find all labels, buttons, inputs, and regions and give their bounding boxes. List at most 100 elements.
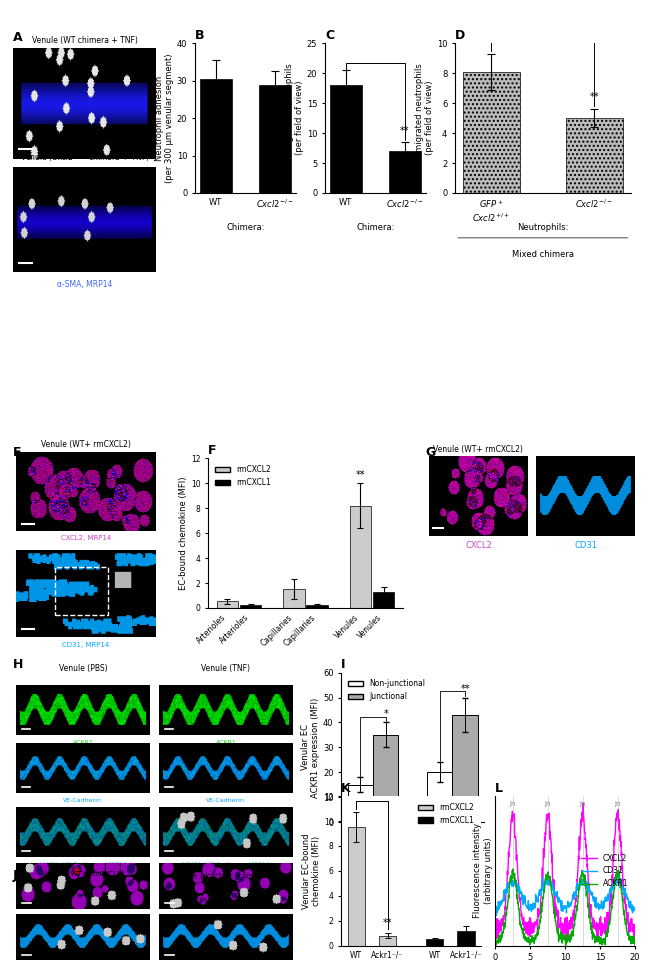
- CD31: [581, 869, 589, 881]
- CXCL2: [575, 854, 582, 866]
- Line: ACKR1: ACKR1: [495, 869, 635, 946]
- CXCL2: [579, 797, 587, 809]
- Y-axis label: Transmigrated neutrophils
(per field of view): Transmigrated neutrophils (per field of …: [415, 63, 434, 174]
- CXCL2: [567, 911, 575, 923]
- CXCL2: [629, 925, 636, 937]
- Text: Venule (PBS): Venule (PBS): [58, 664, 107, 673]
- Text: Neutrophils:: Neutrophils:: [517, 223, 569, 232]
- Bar: [389, 152, 421, 193]
- CXCL2: [558, 924, 566, 936]
- Legend: rmCXCL2, rmCXCL1: rmCXCL2, rmCXCL1: [212, 462, 274, 490]
- Text: Venule (WT+ rmCXCL2): Venule (WT+ rmCXCL2): [434, 445, 523, 455]
- Bar: [350, 506, 371, 608]
- Bar: [426, 940, 443, 946]
- Text: CD31: CD31: [574, 541, 597, 550]
- Text: E: E: [13, 446, 21, 458]
- CXCL2: [562, 935, 570, 947]
- Text: C: C: [325, 29, 334, 42]
- Text: D: D: [455, 29, 465, 42]
- CD31: [558, 904, 566, 916]
- ACKR1: [562, 940, 569, 951]
- Text: α-SMA, MRP14: α-SMA, MRP14: [57, 280, 112, 289]
- ACKR1: [631, 940, 639, 951]
- CD31: [559, 905, 567, 917]
- Text: VE-Cadherin: VE-Cadherin: [207, 798, 245, 803]
- Bar: [348, 785, 373, 822]
- Text: Jn: Jn: [579, 801, 586, 807]
- Text: *: *: [384, 708, 388, 719]
- Text: G: G: [426, 446, 436, 458]
- Bar: [427, 772, 452, 822]
- Text: I: I: [341, 658, 346, 672]
- Text: H: H: [13, 658, 23, 671]
- CXCL2: [606, 886, 614, 897]
- Text: CXCL2, MRP14: CXCL2, MRP14: [203, 916, 248, 921]
- ACKR1: [559, 928, 567, 940]
- CD31: [491, 906, 499, 918]
- Text: Chimera:: Chimera:: [226, 223, 265, 232]
- Text: **: **: [400, 126, 410, 136]
- Text: CD31, MRP14: CD31, MRP14: [62, 642, 110, 648]
- ACKR1: [567, 926, 575, 938]
- CD31: [631, 901, 639, 913]
- Text: Jn: Jn: [510, 801, 516, 807]
- Text: Venule (TNF): Venule (TNF): [202, 664, 250, 673]
- CD31: [492, 910, 500, 922]
- Text: Venule (WT+ rmCXCL2): Venule (WT+ rmCXCL2): [42, 870, 124, 877]
- Text: ACKR1: ACKR1: [216, 740, 236, 745]
- ACKR1: [606, 914, 614, 925]
- Line: CXCL2: CXCL2: [495, 803, 635, 941]
- Bar: [379, 936, 396, 946]
- Text: F: F: [208, 444, 216, 457]
- Bar: [259, 85, 291, 193]
- Text: Venule (WT+ rmCXCL2): Venule (WT+ rmCXCL2): [41, 440, 131, 450]
- Text: **: **: [460, 684, 470, 694]
- Bar: [217, 601, 238, 608]
- ACKR1: [491, 930, 499, 942]
- Text: CXCL2, MRP14: CXCL2, MRP14: [61, 536, 111, 541]
- Text: Mixed chimera: Mixed chimera: [512, 250, 574, 259]
- Text: CXCL2: CXCL2: [465, 541, 492, 550]
- Bar: [348, 827, 365, 946]
- Bar: [330, 85, 362, 193]
- Text: **: **: [383, 919, 393, 928]
- Bar: [307, 605, 328, 608]
- Text: L: L: [495, 782, 503, 795]
- Text: ACKR1, VE-Cadherin, MRP14: ACKR1, VE-Cadherin, MRP14: [181, 862, 270, 867]
- Text: ACKR1, VE-Cadherin, MRP14: ACKR1, VE-Cadherin, MRP14: [38, 862, 127, 867]
- ACKR1: [629, 934, 636, 946]
- Text: K: K: [341, 782, 351, 795]
- Y-axis label: Transmigrated neutrophils
(per field of view): Transmigrated neutrophils (per field of …: [285, 63, 304, 174]
- Text: A: A: [13, 31, 23, 43]
- Bar: [200, 79, 232, 193]
- Bar: [373, 592, 394, 608]
- CD31: [575, 879, 582, 891]
- Bar: [452, 715, 478, 822]
- Text: Venule ($Cxcl2^{-/-}$ chimera + TNF): Venule ($Cxcl2^{-/-}$ chimera + TNF): [20, 151, 150, 164]
- Bar: [240, 605, 261, 608]
- Text: **: **: [356, 470, 365, 480]
- Bar: [463, 71, 519, 193]
- Line: CD31: CD31: [495, 875, 635, 916]
- CD31: [567, 897, 575, 909]
- Text: Venule ($Ackr1^{-/-}$+ rmCXCL2): Venule ($Ackr1^{-/-}$+ rmCXCL2): [173, 870, 279, 883]
- CXCL2: [631, 922, 639, 933]
- CXCL2: [491, 914, 499, 925]
- Y-axis label: Venular EC
ACKR1 expression (MFI): Venular EC ACKR1 expression (MFI): [301, 698, 320, 797]
- Text: Jn: Jn: [614, 801, 621, 807]
- Y-axis label: Neutrophil adhesion
(per 300 μm venular segment): Neutrophil adhesion (per 300 μm venular …: [155, 53, 174, 183]
- Bar: [566, 119, 623, 193]
- Legend: Non-junctional, Junctional: Non-junctional, Junctional: [345, 676, 428, 704]
- CD31: [606, 887, 614, 898]
- Text: VE-Cadherin: VE-Cadherin: [64, 798, 102, 803]
- Bar: [458, 930, 474, 946]
- Y-axis label: Fluorescence intensity
(arbitrary units): Fluorescence intensity (arbitrary units): [473, 823, 493, 919]
- Text: ACKR1: ACKR1: [73, 740, 93, 745]
- Legend: rmCXCL2, rmCXCL1: rmCXCL2, rmCXCL1: [415, 800, 477, 828]
- CXCL2: [558, 924, 566, 935]
- Text: J: J: [13, 868, 18, 881]
- Text: **: **: [590, 92, 599, 101]
- ACKR1: [509, 864, 517, 875]
- Legend: CXCL2, CD31, ACKR1: CXCL2, CD31, ACKR1: [578, 850, 631, 892]
- Y-axis label: EC-bound chemokine (MFI): EC-bound chemokine (MFI): [179, 477, 188, 590]
